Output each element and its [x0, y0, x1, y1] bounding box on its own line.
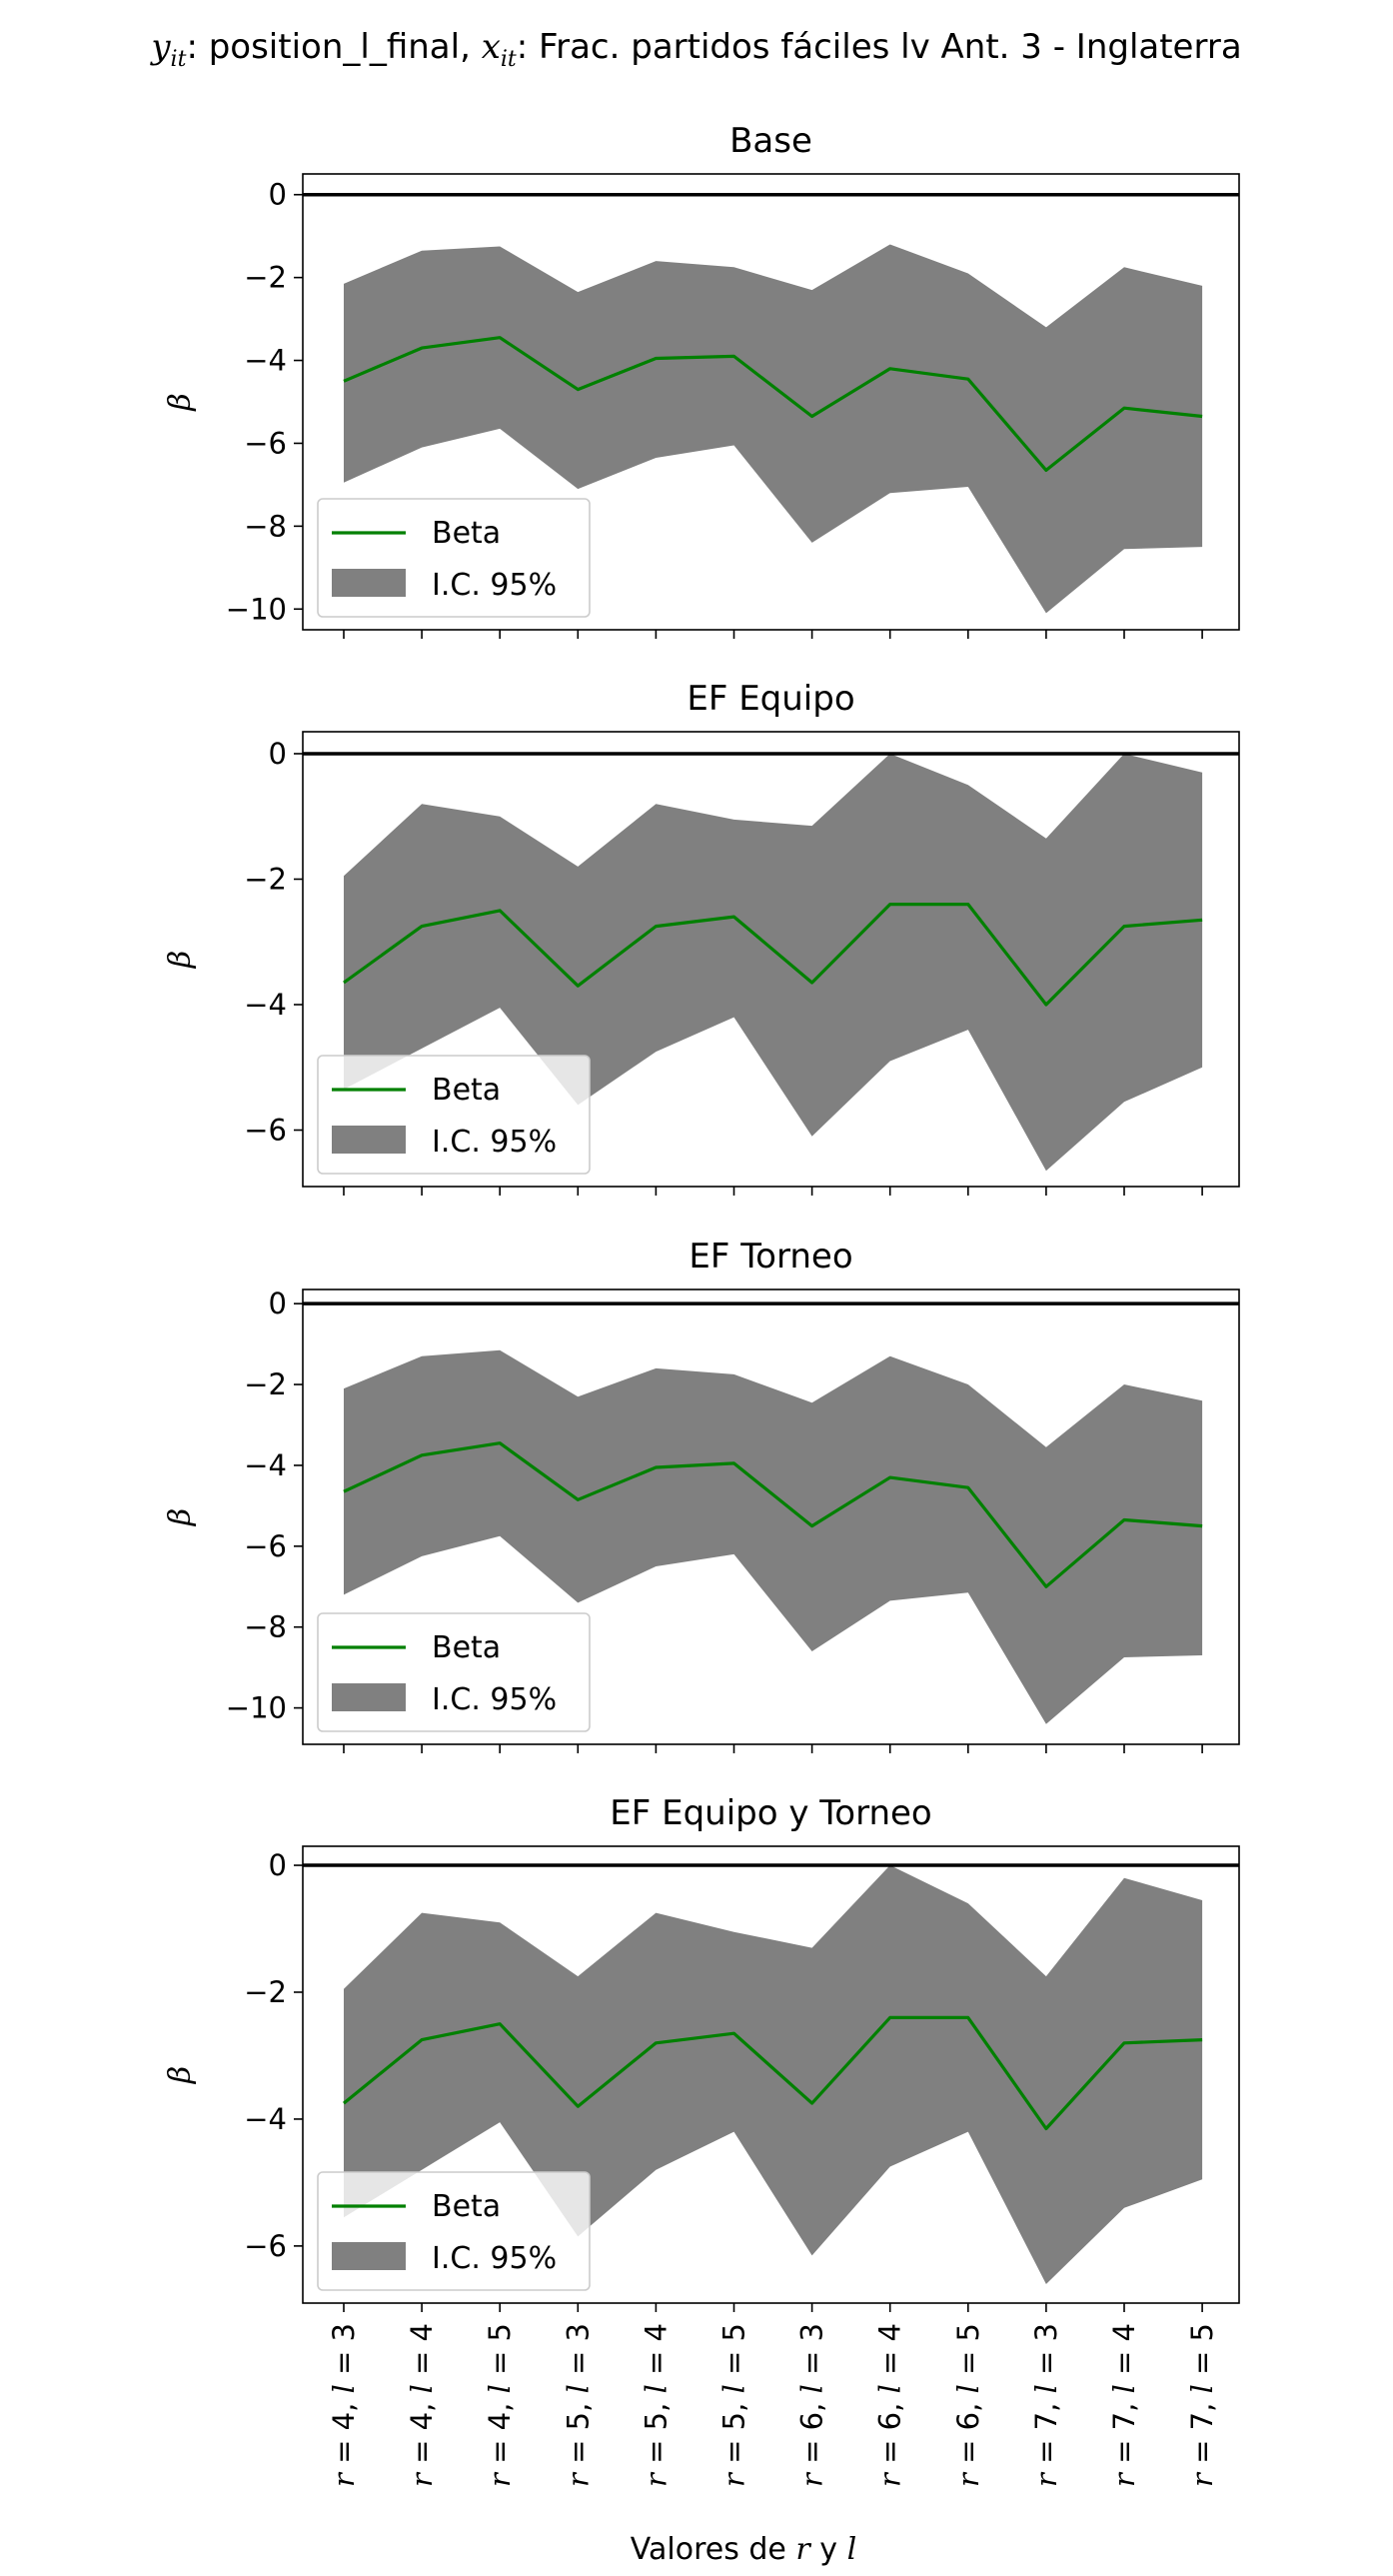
y-tick-label: 0 — [269, 1848, 287, 1882]
y-axis-label: β — [163, 1508, 198, 1526]
subplot-2: EF Equipo 0 −2 −4 −6 β Beta I.C. 95% — [163, 679, 1240, 1196]
subplot-title: EF Equipo y Torneo — [610, 1793, 931, 1833]
x-tick-label: r = 7, l = 5 — [1185, 2323, 1219, 2487]
y-tick-label: 0 — [269, 178, 287, 212]
y-tick-label: −6 — [244, 1114, 287, 1148]
legend-band-swatch — [332, 1126, 406, 1154]
legend: Beta I.C. 95% — [317, 1055, 591, 1175]
legend: Beta I.C. 95% — [317, 498, 591, 618]
subplot-title: Base — [729, 121, 812, 161]
y-tick-label: −4 — [244, 2102, 287, 2136]
x-tick-label: r = 6, l = 5 — [951, 2323, 985, 2487]
x-tick-label: r = 4, l = 5 — [483, 2323, 517, 2487]
y-tick-label: −6 — [244, 2229, 287, 2263]
axes-frame — [302, 731, 1240, 1188]
axes-frame — [302, 173, 1240, 631]
legend-label-ci: I.C. 95% — [432, 568, 557, 603]
legend: Beta I.C. 95% — [317, 2171, 591, 2291]
legend-band-swatch — [332, 1683, 406, 1711]
y-axis-label: β — [163, 2066, 198, 2084]
plot-area — [303, 192, 1239, 614]
x-tick-label: r = 5, l = 3 — [561, 2323, 595, 2487]
subplot-1: Base 0 −2 −4 −6 −8 −10 β Beta I.C. 95% — [163, 121, 1240, 639]
beta-line — [343, 902, 1203, 1007]
y-tick-label: −2 — [244, 862, 287, 896]
x-tick-label: r = 5, l = 4 — [639, 2323, 673, 2487]
x-tick-label: r = 4, l = 3 — [327, 2323, 361, 2487]
subplot-title: EF Torneo — [689, 1237, 852, 1277]
y-tick-label: −4 — [244, 988, 287, 1022]
axes-frame — [302, 1845, 1240, 2304]
legend-label-ci: I.C. 95% — [432, 1682, 557, 1717]
y-axis-label: β — [163, 393, 198, 411]
y-tick-label: 0 — [269, 1287, 287, 1320]
legend-label-ci: I.C. 95% — [432, 1125, 557, 1160]
y-tick-label: 0 — [269, 737, 287, 771]
y-tick-label: −8 — [244, 509, 287, 543]
legend-label-beta: Beta — [432, 1073, 501, 1108]
y-tick-label: −6 — [244, 426, 287, 460]
y-tick-label: −6 — [244, 1529, 287, 1563]
plot-area — [303, 1301, 1239, 1724]
axes-frame — [302, 1288, 1240, 1745]
beta-line — [342, 2015, 1203, 2131]
legend-label-beta: Beta — [432, 516, 501, 551]
y-tick-label: −4 — [244, 1448, 287, 1482]
subplot-title: EF Equipo — [687, 679, 854, 719]
y-tick-label: −8 — [244, 1610, 287, 1644]
legend-label-ci: I.C. 95% — [432, 2241, 557, 2276]
y-tick-label: −10 — [226, 592, 287, 626]
x-tick-label: r = 4, l = 4 — [405, 2323, 439, 2487]
x-tick-label: r = 6, l = 3 — [795, 2323, 829, 2487]
y-tick-label: −10 — [226, 1691, 287, 1725]
legend-band-swatch — [332, 569, 406, 597]
figure-suptitle: yit: position_l_final, xit: Frac. partid… — [149, 27, 1241, 72]
x-axis-label: Valores de r y l — [631, 2532, 856, 2567]
y-tick-label: −4 — [244, 344, 287, 378]
y-tick-label: −2 — [244, 1975, 287, 2009]
confidence-band — [344, 1349, 1203, 1724]
x-tick-label: r = 7, l = 4 — [1107, 2323, 1141, 2487]
confidence-band — [344, 244, 1203, 614]
beta-line — [343, 336, 1203, 472]
subplot-3: EF Torneo 0 −2 −4 −6 −8 −10 β Beta I.C. 95% — [163, 1237, 1240, 1753]
subplot-4: EF Equipo y Torneo 0 −2 −4 −6 β Beta I.C. 95% r … — [163, 1793, 1240, 2487]
x-tick-label: r = 7, l = 3 — [1029, 2323, 1063, 2487]
beta-line — [343, 1441, 1203, 1588]
x-tick-label: r = 5, l = 5 — [717, 2323, 751, 2487]
legend-band-swatch — [332, 2242, 406, 2270]
legend: Beta I.C. 95% — [317, 1612, 591, 1732]
y-tick-label: −2 — [244, 261, 287, 295]
x-tick-label: r = 6, l = 4 — [873, 2323, 907, 2487]
y-tick-label: −2 — [244, 1367, 287, 1401]
y-axis-label: β — [163, 951, 198, 969]
legend-label-beta: Beta — [432, 1630, 501, 1665]
legend-label-beta: Beta — [432, 2189, 501, 2224]
